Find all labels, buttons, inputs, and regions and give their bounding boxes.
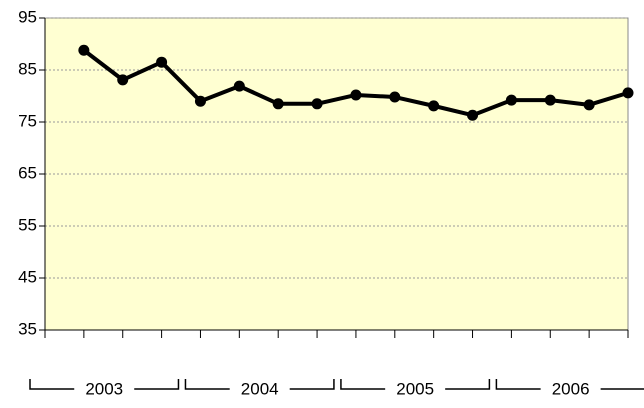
point <box>389 91 401 103</box>
point <box>467 109 479 121</box>
point <box>233 80 245 92</box>
group-bracket <box>184 379 335 390</box>
point <box>78 44 90 56</box>
point <box>117 74 129 86</box>
group-bracket <box>29 379 180 390</box>
point <box>505 94 517 106</box>
point <box>583 99 595 111</box>
y-tick-label: 85 <box>18 59 37 78</box>
y-tick-label: 35 <box>18 319 37 338</box>
y-tick-label: 55 <box>18 215 37 234</box>
point <box>272 98 284 110</box>
point <box>311 98 323 110</box>
point <box>428 100 440 112</box>
group-label: 2004 <box>241 379 279 398</box>
y-tick-label: 65 <box>18 163 37 182</box>
y-tick-label: 95 <box>18 7 37 26</box>
group-bracket <box>340 379 491 390</box>
point <box>350 89 362 101</box>
group-label: 2005 <box>396 379 434 398</box>
point <box>622 87 634 99</box>
group-bracket <box>495 379 644 390</box>
plot-area <box>44 17 629 331</box>
group-label: 2006 <box>552 379 590 398</box>
y-tick-label: 45 <box>18 267 37 286</box>
group-label: 2003 <box>85 379 123 398</box>
point <box>156 56 168 68</box>
point <box>194 95 206 107</box>
point <box>544 94 556 106</box>
y-tick-label: 75 <box>18 111 37 130</box>
